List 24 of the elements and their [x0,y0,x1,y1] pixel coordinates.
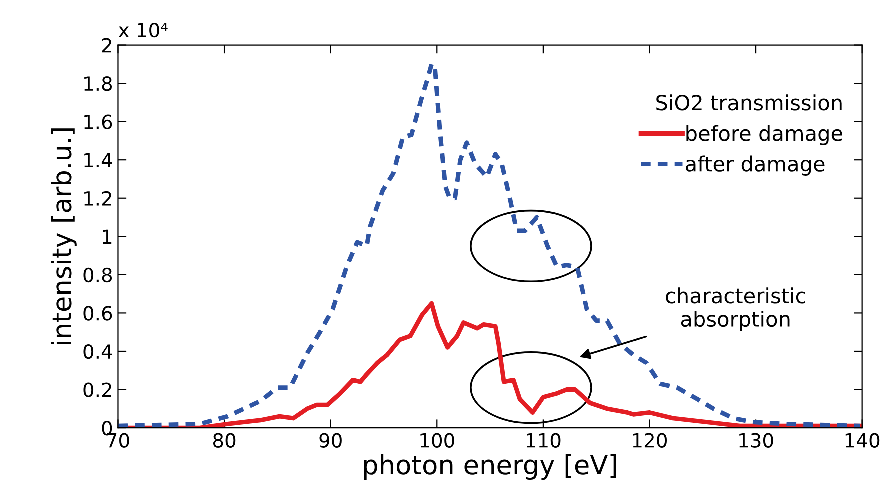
x-tick-label: 140 [846,433,880,448]
x-tick-label: 100 [420,433,454,448]
y-tick-label: 1.4 [84,153,112,168]
y-tick-label: 0.6 [84,306,112,321]
y-tick-label: 1.6 [84,114,112,130]
legend-label: before damage [686,125,842,146]
legend-title: SiO2 transmission [656,94,842,111]
x-tick-label: 80 [213,433,236,448]
x-tick-label: 90 [320,433,342,448]
y-tick-label: 2 [102,38,112,53]
y-tick-label: 0.4 [84,344,112,360]
x-tick-label: 110 [527,433,561,448]
legend-label: after damage [686,156,825,176]
x-tick-label: 130 [740,433,774,448]
text: x 10⁴ [118,22,168,38]
annotation: characteristic absorption [666,288,806,332]
y-tick-label: 0.8 [84,268,112,283]
y-tick-label: 0.2 [84,382,112,398]
y-axis-title: intensity [arb.u.] [51,128,77,344]
x-axis-title: photon energy [eV] [364,454,616,480]
x-tick-label: 120 [633,433,667,448]
y-tick-label: 1 [103,230,112,244]
y-tick-label: 1.2 [84,191,112,206]
y-tick-label: 1.8 [84,76,112,92]
